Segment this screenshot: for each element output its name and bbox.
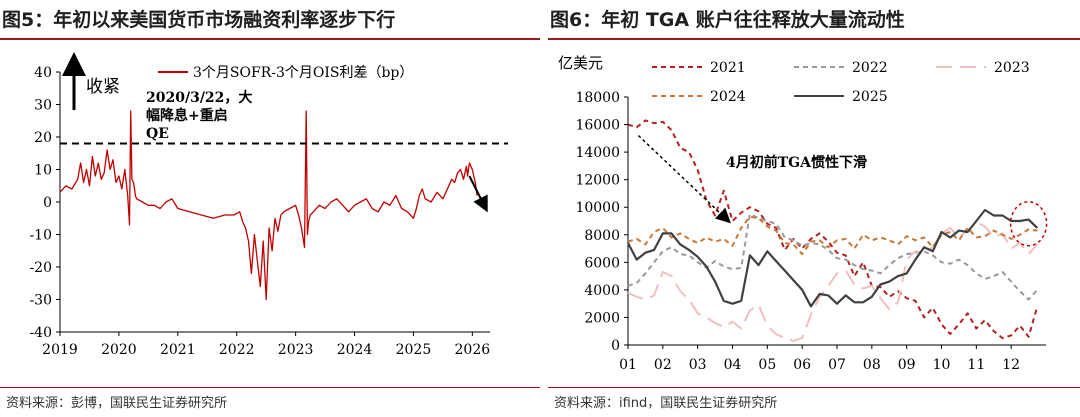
source-note: 资料来源：彭博，国联民生证券研究所 — [6, 396, 228, 411]
legend-label: 2023 — [994, 60, 1030, 76]
y-tick-label: 20 — [34, 130, 52, 146]
x-tick-label: 06 — [793, 357, 811, 373]
y-tick-label: 10000 — [575, 200, 620, 216]
x-tick-label: 09 — [898, 357, 916, 373]
x-tick-label: 2019 — [42, 342, 78, 358]
legend-label: 3个月SOFR-3个月OIS利差（bp） — [193, 65, 413, 81]
y-tick-label: 16000 — [575, 118, 620, 134]
series-line — [627, 215, 1038, 256]
y-tick-label: 30 — [34, 98, 52, 114]
y-tick-label: 8000 — [584, 228, 620, 244]
x-tick-label: 2023 — [278, 342, 314, 358]
y-tick-label: -10 — [29, 228, 52, 244]
source-rule — [0, 387, 540, 388]
source-note: 资料来源：ifind，国联民生证券研究所 — [554, 396, 778, 411]
title-rule — [548, 38, 1080, 40]
x-tick-label: 12 — [1002, 357, 1020, 373]
chart-title: 图6：年初 TGA 账户往往释放大量流动性 — [550, 9, 905, 31]
y-tick-label: 4000 — [584, 283, 620, 299]
event-annotation-line: 2020/3/22，大 — [146, 89, 252, 106]
chart-panel-tga: 图6：年初 TGA 账户往往释放大量流动性 亿美元 18000 16000 14000… — [548, 0, 1080, 417]
x-tick-label: 10 — [933, 357, 951, 373]
y-tick-label: 0 — [43, 195, 52, 211]
x-tick-label: 11 — [967, 357, 985, 373]
event-annotation-line: 幅降息+重启 — [146, 107, 228, 124]
y-tick-label: 6000 — [584, 255, 620, 271]
series-line — [59, 110, 478, 301]
legend-label: 2021 — [710, 60, 746, 76]
series-line — [627, 221, 1039, 342]
y-tick-label: 12000 — [575, 173, 620, 189]
x-tick-label: 2026 — [455, 342, 491, 358]
y-tick-label: 2000 — [584, 310, 620, 326]
legend-label: 2024 — [710, 89, 746, 105]
y-tick-label: 14000 — [575, 145, 620, 161]
x-tick-label: 08 — [863, 357, 881, 373]
series-line — [627, 213, 1039, 301]
highlight-circle — [1009, 201, 1048, 247]
y-tick-label: -30 — [29, 293, 52, 309]
legend-label: 2022 — [852, 60, 888, 76]
chart-title: 图5：年初以来美国货币市场融资利率逐步下行 — [2, 9, 396, 31]
y-tick-label: 10 — [34, 163, 52, 179]
event-annotation-line: QE — [146, 126, 169, 142]
x-tick-label: 2022 — [219, 342, 255, 358]
x-tick-label: 07 — [828, 357, 846, 373]
x-tick-label: 03 — [689, 357, 707, 373]
y-tick-label: -20 — [29, 260, 52, 276]
x-tick-label: 02 — [654, 357, 672, 373]
decline-arrow — [637, 135, 731, 224]
x-tick-label: 2020 — [101, 342, 137, 358]
x-tick-label: 04 — [724, 357, 742, 373]
x-tick-label: 2024 — [337, 342, 373, 358]
tightening-label: 收紧 — [86, 77, 120, 97]
series-line — [627, 119, 1039, 340]
x-tick-label: 01 — [619, 357, 637, 373]
title-rule — [0, 38, 540, 40]
x-tick-label: 05 — [758, 357, 776, 373]
x-tick-label: 2021 — [160, 342, 196, 358]
y-tick-label: 40 — [34, 65, 52, 81]
x-tick-label: 2025 — [396, 342, 432, 358]
legend-label: 2025 — [852, 89, 888, 105]
source-rule — [548, 387, 1080, 388]
tga-chart: 亿美元 18000 16000 14000 12000 10000 8000 6000 4000… — [558, 54, 1048, 373]
y-tick-label: -40 — [29, 325, 52, 341]
decline-annotation: 4月初前TGA惯性下滑 — [726, 154, 867, 171]
series-line — [627, 208, 1039, 308]
y-axis-label: 亿美元 — [558, 54, 603, 72]
chart-panel-spread: 图5：年初以来美国货币市场融资利率逐步下行 40 30 20 10 0 -10 -20 -30… — [0, 9, 540, 411]
y-tick-label: 0 — [611, 338, 620, 354]
y-tick-label: 18000 — [575, 90, 620, 106]
decline-arrow — [468, 175, 488, 213]
